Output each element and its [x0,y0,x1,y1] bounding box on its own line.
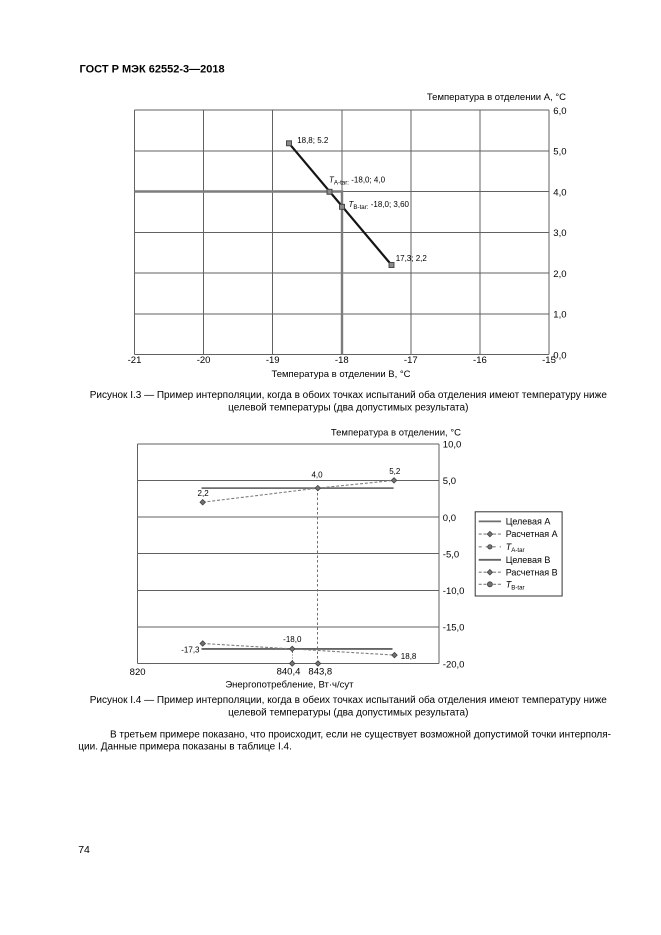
svg-text:6,0: 6,0 [553,106,566,117]
svg-text:-5,0: -5,0 [443,549,459,560]
svg-text:18,8: 18,8 [401,652,417,661]
svg-text:-16: -16 [473,355,487,366]
svg-text:Целевая В: Целевая В [506,555,551,565]
svg-text:-15,0: -15,0 [443,623,465,634]
svg-text:5,2: 5,2 [389,467,401,476]
svg-text:TB-tar: -18,0; 3,60: TB-tar: -18,0; 3,60 [349,200,410,211]
svg-text:Температура в отделении, °С: Температура в отделении, °С [331,427,461,438]
svg-text:-15: -15 [542,355,556,366]
svg-text:820: 820 [130,667,146,678]
svg-text:-20,0: -20,0 [443,659,465,670]
svg-text:Расчетная А: Расчетная А [506,529,558,539]
svg-text:17,3; 2,2: 17,3; 2,2 [396,254,428,263]
svg-text:843,8: 843,8 [308,667,332,678]
svg-text:0,0: 0,0 [553,350,566,361]
svg-text:840,4: 840,4 [277,667,301,678]
svg-text:TA-tar: -18,0; 4,0: TA-tar: -18,0; 4,0 [329,176,386,187]
svg-text:-21: -21 [128,355,142,366]
svg-text:2,2: 2,2 [198,489,210,498]
svg-text:-10,0: -10,0 [443,586,465,597]
svg-text:-19: -19 [266,355,280,366]
svg-text:-18,0: -18,0 [283,635,302,644]
svg-text:Температура в отделении А, °С: Температура в отделении А, °С [427,92,566,103]
svg-text:Рисунок I.4 — Пример интерполя: Рисунок I.4 — Пример интерполяции, когда… [90,694,608,706]
svg-text:5,0: 5,0 [443,476,456,487]
svg-text:Температура в отделении В, °С: Температура в отделении В, °С [271,369,410,380]
svg-text:3,0: 3,0 [553,228,566,239]
svg-text:ГОСТ Р МЭК 62552-3—2018: ГОСТ Р МЭК 62552-3—2018 [80,64,225,76]
svg-text:В третьем примере показано, чт: В третьем примере показано, что происход… [110,730,611,741]
svg-text:2,0: 2,0 [553,269,566,280]
svg-text:TA-tar: TA-tar [506,542,525,554]
svg-text:4,0: 4,0 [553,187,566,198]
svg-text:-17,3: -17,3 [181,646,200,655]
svg-text:Целевая А: Целевая А [506,517,551,527]
svg-text:1,0: 1,0 [553,310,566,321]
svg-text:5,0: 5,0 [553,147,566,158]
svg-text:4,0: 4,0 [311,471,323,480]
svg-text:целевой температуры (два допус: целевой температуры (два допустимых резу… [228,708,468,719]
svg-text:Рисунок I.3 — Пример интерполя: Рисунок I.3 — Пример интерполяции, когда… [90,389,608,401]
svg-text:10,0: 10,0 [443,440,462,451]
svg-text:целевой температуры (два допус: целевой температуры (два допустимых резу… [228,403,468,414]
svg-text:-17: -17 [404,355,418,366]
svg-text:74: 74 [78,844,90,856]
svg-text:-20: -20 [197,355,211,366]
svg-text:0,0: 0,0 [443,513,456,524]
svg-text:-18: -18 [335,355,349,366]
svg-text:TB-tar: TB-tar [506,579,525,591]
svg-text:Расчетная В: Расчетная В [506,567,558,577]
svg-text:18,8; 5.2: 18,8; 5.2 [297,136,329,145]
svg-text:Энергопотребление, Вт·ч/сут: Энергопотребление, Вт·ч/сут [225,679,354,690]
svg-text:ции. Данные примера показаны в: ции. Данные примера показаны в таблице I… [78,741,292,753]
